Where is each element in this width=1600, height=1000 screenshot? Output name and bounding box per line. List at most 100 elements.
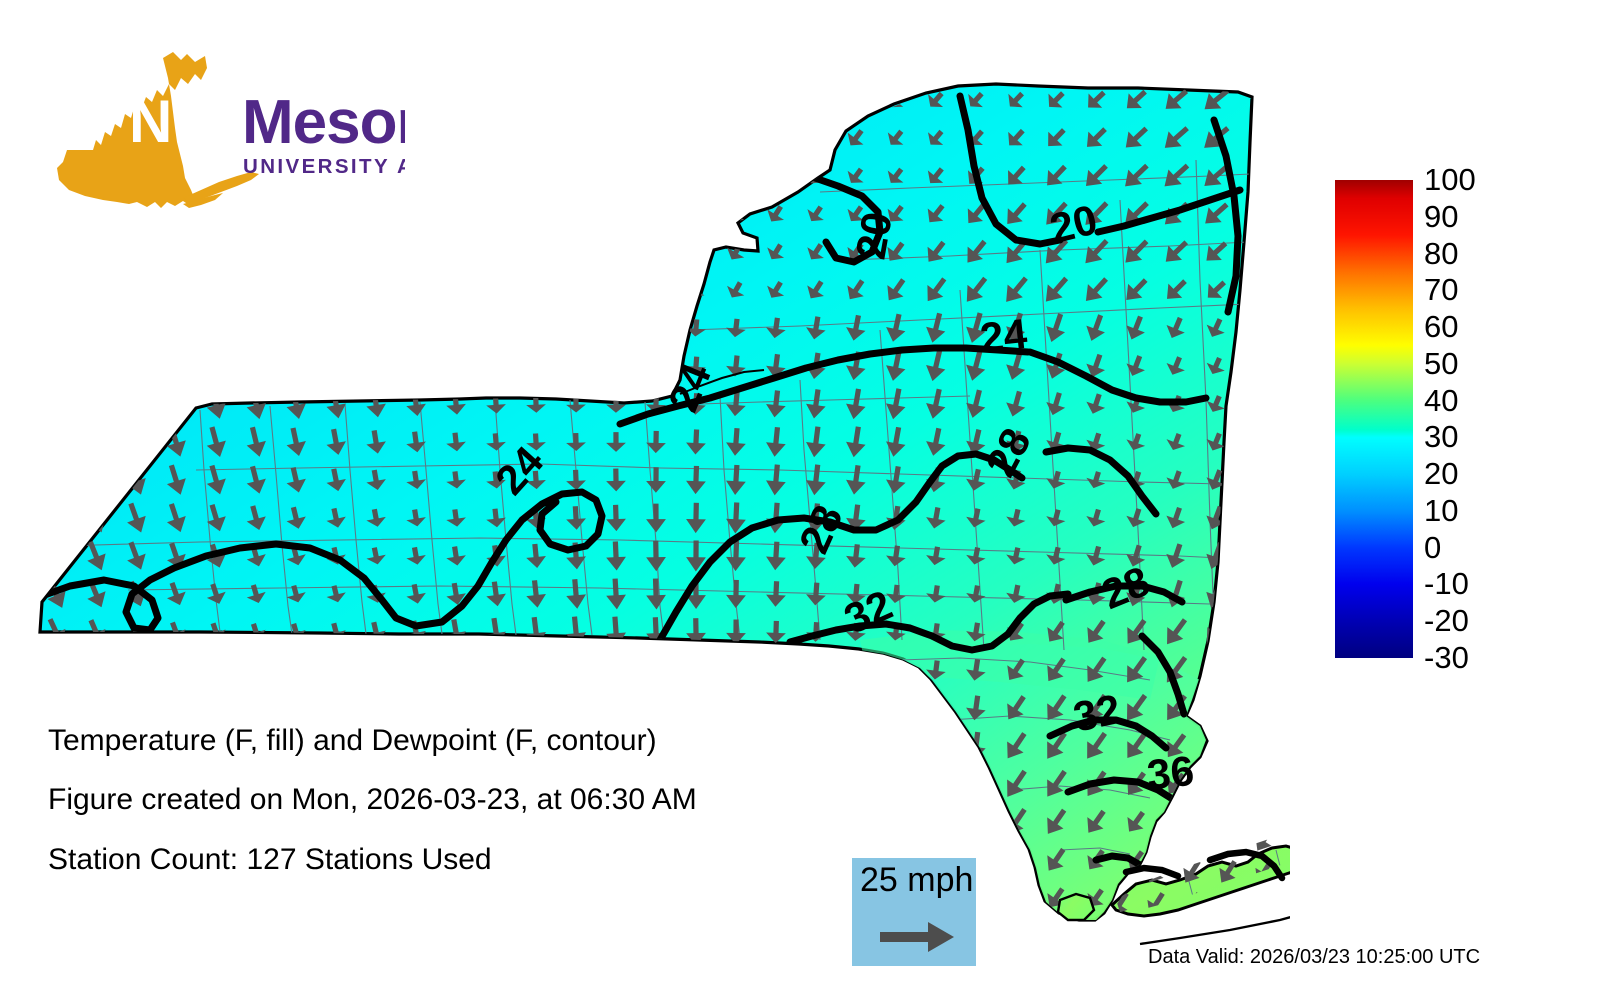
wind-arrow-icon <box>886 313 906 342</box>
wind-arrow-icon <box>887 241 905 261</box>
wind-arrow-icon <box>726 737 746 755</box>
contour-24-main <box>40 488 606 634</box>
wind-arrow-icon <box>486 88 505 111</box>
wind-arrow-icon <box>847 167 864 183</box>
wind-arrow-icon <box>726 775 746 793</box>
wind-arrow-icon <box>686 242 705 261</box>
wind-arrow-icon <box>646 319 666 337</box>
contour-20-ne <box>1210 116 1242 316</box>
wind-arrow-icon <box>326 238 346 265</box>
wind-arrow-icon <box>286 239 306 264</box>
wind-arrow-icon <box>927 277 947 302</box>
wind-arrow-icon <box>446 274 465 305</box>
wind-arrow-icon <box>1007 769 1027 797</box>
wind-arrow-icon <box>887 278 906 301</box>
wind-arrow-icon <box>686 736 706 756</box>
wind-arrow-icon <box>966 659 986 681</box>
wind-arrow-icon <box>806 464 826 496</box>
wind-arrow-icon <box>286 427 306 456</box>
wind-arrow-icon <box>606 851 626 869</box>
contour-24-north <box>616 344 1032 428</box>
wind-arrow-icon <box>766 847 786 873</box>
wind-arrow-icon <box>686 502 706 534</box>
wind-arrow-icon <box>87 886 106 909</box>
wind-arrow-icon <box>566 238 585 265</box>
wind-arrow-icon <box>847 279 865 300</box>
wind-arrow-icon <box>966 429 986 455</box>
wind-arrow-icon <box>566 160 586 190</box>
wind-arrow-icon <box>486 198 505 229</box>
wind-arrow-icon <box>206 88 226 111</box>
wind-arrow-icon <box>566 579 586 609</box>
wind-arrow-icon <box>1204 88 1230 110</box>
logo-svg: NYS Mesonet UNIVERSITY AT ALBANY <box>57 52 405 208</box>
wind-arrow-icon <box>646 887 666 908</box>
wind-arrow-icon <box>246 465 266 494</box>
wind-arrow-icon <box>968 91 984 108</box>
wind-arrow-icon <box>726 428 746 456</box>
wind-arrow-icon <box>166 87 186 113</box>
wind-arrow-icon <box>966 806 986 838</box>
wind-arrow-icon <box>807 88 826 110</box>
wind-arrow-icon <box>766 353 786 378</box>
wind-arrow-icon <box>846 388 866 420</box>
wind-arrow-icon <box>686 578 706 609</box>
wind-arrow-icon <box>966 468 986 491</box>
wind-arrow-icon <box>127 502 146 533</box>
wind-arrow-icon <box>686 850 706 870</box>
wind-arrow-icon <box>206 661 226 679</box>
wind-arrow-icon <box>1086 353 1106 378</box>
wind-arrow-icon <box>1006 351 1026 380</box>
wind-arrow-icon <box>727 281 745 298</box>
wind-arrow-icon <box>806 426 826 458</box>
wind-arrow-icon <box>87 658 106 681</box>
wind-arrow-icon <box>1085 164 1108 187</box>
wind-arrow-icon <box>127 884 146 911</box>
wind-arrow-icon <box>1126 508 1146 528</box>
wind-arrow-icon <box>1047 808 1067 834</box>
wind-arrow-icon <box>286 546 306 566</box>
logo-mesonet-text: Mesonet <box>242 88 405 157</box>
wind-arrow-icon <box>966 350 986 381</box>
wind-arrow-icon <box>206 464 226 495</box>
wind-arrow-icon <box>927 129 944 145</box>
nys-mesonet-logo: NYS Mesonet UNIVERSITY AT ALBANY <box>55 50 405 215</box>
wind-arrow-icon <box>646 357 666 375</box>
wind-arrow-icon <box>566 850 586 869</box>
wind-arrow-icon <box>566 317 586 339</box>
wind-arrow-icon <box>287 883 306 913</box>
wind-arrow-icon <box>846 544 866 568</box>
wind-arrow-icon <box>806 389 826 419</box>
wind-arrow-icon <box>766 737 786 755</box>
wind-arrow-icon <box>1165 240 1189 262</box>
wind-arrow-icon <box>766 541 786 571</box>
wind-arrow-icon <box>366 390 386 418</box>
wind-arrow-icon <box>446 887 466 908</box>
wind-arrow-icon <box>886 807 906 837</box>
colorbar-tick-label: 90 <box>1424 198 1459 234</box>
contour-36-li <box>1206 848 1286 882</box>
wind-arrow-icon <box>1008 128 1025 146</box>
station-count-caption: Station Count: 127 Stations Used <box>48 843 492 876</box>
wind-arrow-icon <box>926 806 946 838</box>
wind-arrow-icon <box>246 89 266 110</box>
wind-arrow-icon <box>1086 127 1107 147</box>
wind-arrow-icon <box>1045 276 1069 302</box>
wind-arrow-icon <box>926 427 946 456</box>
wind-arrow-icon <box>126 390 146 417</box>
wind-arrow-icon <box>1207 695 1227 720</box>
wind-arrow-icon <box>1126 355 1145 376</box>
wind-arrow-icon <box>446 509 466 527</box>
wind-arrow-icon <box>1086 432 1106 451</box>
wind-arrow-icon <box>1166 356 1185 375</box>
wind-arrow-icon <box>1086 471 1106 489</box>
contour-20-west <box>811 174 884 266</box>
wind-arrow-icon <box>1047 847 1066 871</box>
wind-arrow-icon <box>86 355 106 376</box>
colorbar-gradient <box>1335 180 1413 658</box>
wind-arrow-icon <box>486 161 505 190</box>
wind-arrow-icon <box>726 502 746 534</box>
wind-arrow-icon <box>886 734 906 758</box>
wind-arrow-icon <box>846 351 866 381</box>
wind-arrow-icon <box>566 199 585 228</box>
